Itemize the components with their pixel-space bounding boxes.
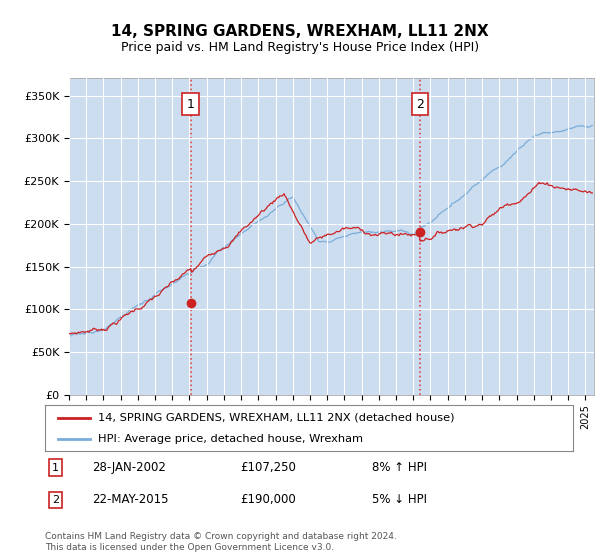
Text: Price paid vs. HM Land Registry's House Price Index (HPI): Price paid vs. HM Land Registry's House …	[121, 40, 479, 54]
Text: 1: 1	[187, 97, 194, 110]
Text: 1: 1	[52, 463, 59, 473]
Text: 2: 2	[416, 97, 424, 110]
Text: 5% ↓ HPI: 5% ↓ HPI	[373, 493, 427, 506]
Text: £190,000: £190,000	[241, 493, 296, 506]
Text: 28-JAN-2002: 28-JAN-2002	[92, 461, 166, 474]
Text: HPI: Average price, detached house, Wrexham: HPI: Average price, detached house, Wrex…	[98, 435, 363, 444]
Text: 14, SPRING GARDENS, WREXHAM, LL11 2NX (detached house): 14, SPRING GARDENS, WREXHAM, LL11 2NX (d…	[98, 413, 454, 423]
Text: 2: 2	[52, 495, 59, 505]
Text: 8% ↑ HPI: 8% ↑ HPI	[373, 461, 427, 474]
Text: 14, SPRING GARDENS, WREXHAM, LL11 2NX: 14, SPRING GARDENS, WREXHAM, LL11 2NX	[111, 24, 489, 39]
Text: 22-MAY-2015: 22-MAY-2015	[92, 493, 169, 506]
Text: Contains HM Land Registry data © Crown copyright and database right 2024.
This d: Contains HM Land Registry data © Crown c…	[45, 533, 397, 552]
Text: £107,250: £107,250	[241, 461, 296, 474]
